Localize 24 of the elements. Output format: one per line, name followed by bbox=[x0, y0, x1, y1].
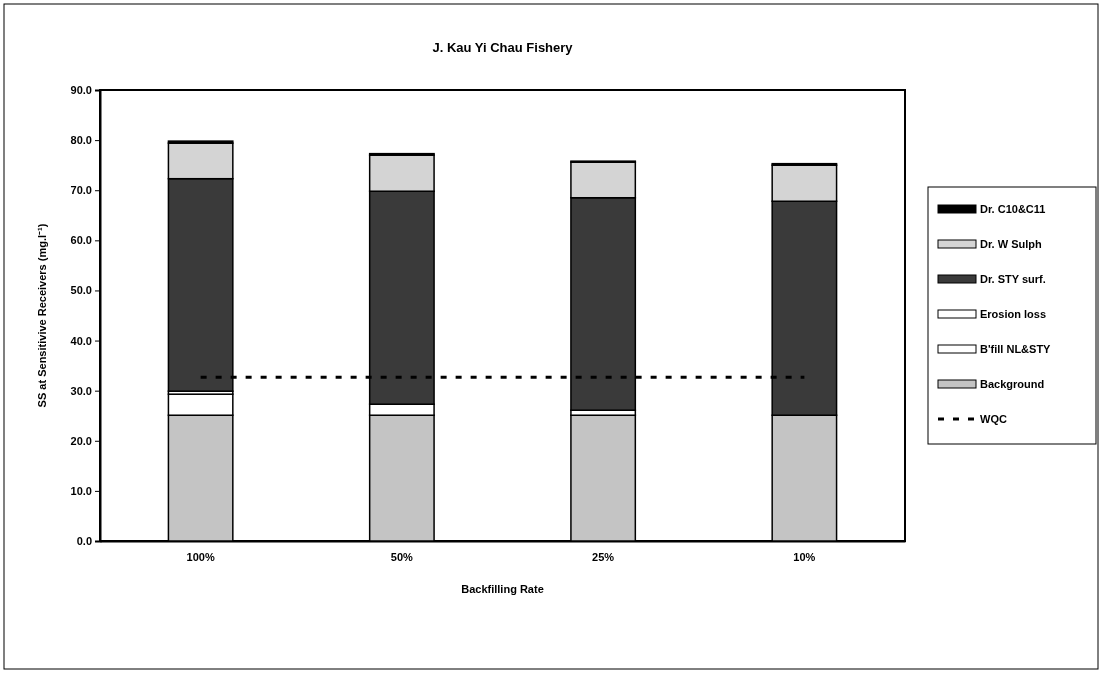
y-tick-label: 80.0 bbox=[70, 134, 92, 147]
y-tick-label: 20.0 bbox=[70, 434, 92, 447]
y-tick-label: 90.0 bbox=[70, 84, 92, 97]
y-tick-label: 70.0 bbox=[70, 184, 92, 197]
legend-label: WQC bbox=[980, 413, 1007, 425]
legend-label: Background bbox=[980, 378, 1045, 390]
legend-label: Dr. W Sulph bbox=[980, 238, 1042, 250]
x-axis-title: Backfilling Rate bbox=[461, 583, 544, 595]
y-tick-label: 50.0 bbox=[70, 284, 92, 297]
y-axis-title: SS at Sensitivive Receivers (mg.l⁻¹) bbox=[36, 223, 48, 408]
x-tick-label: 50% bbox=[390, 550, 414, 563]
legend-label: Dr. STY surf. bbox=[980, 273, 1046, 285]
y-tick-label: 40.0 bbox=[70, 334, 92, 347]
y-tick-label: 0.0 bbox=[76, 535, 92, 548]
legend-label: B'fill NL&STY bbox=[980, 343, 1052, 355]
x-tick-label: 25% bbox=[592, 550, 615, 563]
y-tick-label: 30.0 bbox=[70, 384, 92, 397]
legend-label: Erosion loss bbox=[980, 308, 1047, 320]
y-tick-label: 10.0 bbox=[70, 484, 92, 497]
x-tick-label: 100% bbox=[186, 550, 215, 563]
legend-label: Dr. C10&C11 bbox=[980, 203, 1046, 215]
x-tick-label: 10% bbox=[793, 550, 816, 563]
chart-title: J. Kau Yi Chau Fishery bbox=[432, 40, 574, 55]
y-tick-label: 60.0 bbox=[70, 234, 92, 247]
